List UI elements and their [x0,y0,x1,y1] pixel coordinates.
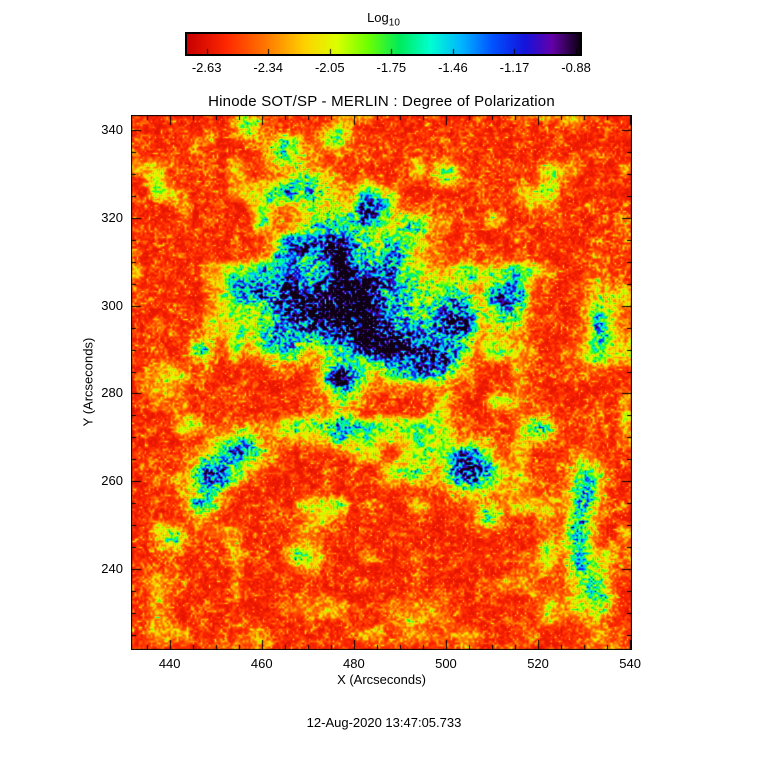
y-tick-label: 340 [101,121,123,137]
colorbar-title: Log10 [185,10,582,29]
x-tick-label: 500 [435,656,457,671]
colorbar-tick-label: -1.75 [376,60,407,75]
colorbar-tick-label: -1.46 [438,60,468,75]
plot-title: Hinode SOT/SP - MERLIN : Degree of Polar… [208,93,555,110]
y-tick-label: 260 [101,473,123,489]
colorbar-title-sub: 10 [388,17,400,29]
y-tick-label: 280 [101,385,123,401]
colorbar [185,32,582,56]
x-tick-label: 540 [619,656,641,671]
x-axis-label: X (Arcseconds) [337,672,426,687]
y-tick-label: 300 [101,297,123,313]
colorbar-tick-label: -2.34 [253,60,284,75]
heatmap-canvas [131,115,632,650]
x-tick-label: 480 [343,656,365,671]
x-tick-label: 460 [250,656,273,671]
y-tick-label: 320 [101,209,123,225]
colorbar-title-main: Log [367,10,389,25]
colorbar-tick-label: -2.05 [314,60,345,75]
colorbar-tick-label: -0.88 [561,60,591,75]
timestamp: 12-Aug-2020 13:47:05.733 [306,715,462,730]
colorbar-tick-label: -1.17 [499,60,530,75]
x-tick-label: 440 [158,656,181,671]
y-tick-label: 240 [101,561,123,577]
colorbar-canvas [187,34,580,54]
colorbar-tick-label: -2.63 [191,60,222,75]
x-tick-label: 520 [527,656,549,671]
y-axis-label: Y (Arcseconds) [80,337,96,427]
